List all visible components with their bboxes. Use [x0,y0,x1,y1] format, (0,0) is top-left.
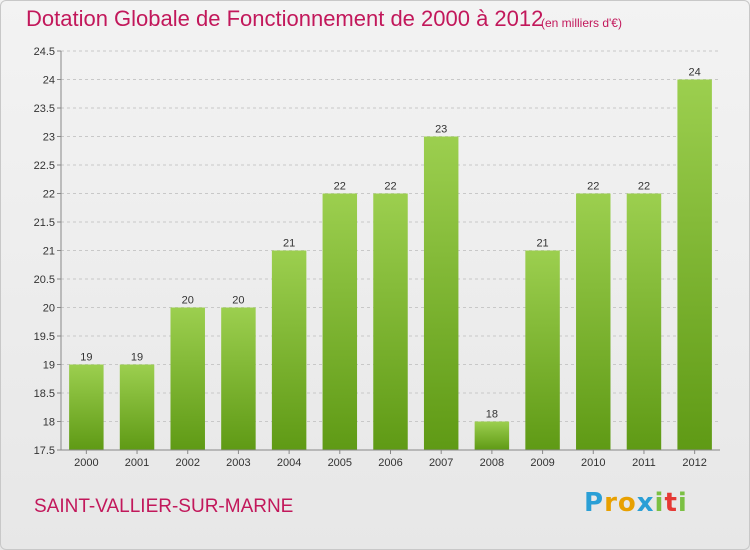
bar [271,250,307,450]
data-label: 20 [182,295,194,307]
data-label: 20 [232,295,244,307]
bar [677,79,712,450]
x-tick-label: 2002 [175,457,199,469]
chart-title: Dotation Globale de Fonctionnement de 20… [26,6,544,31]
bar [423,136,459,450]
y-tick-label: 22.5 [34,160,55,172]
bars [69,79,712,450]
x-tick-label: 2006 [378,457,402,469]
data-label: 24 [689,67,701,79]
bar [474,421,510,450]
data-label: 22 [638,181,650,193]
x-tick-label: 2003 [226,457,250,469]
data-label: 22 [334,181,346,193]
data-label: 19 [131,352,143,364]
data-label: 21 [283,238,295,250]
commune-name: SAINT-VALLIER-SUR-MARNE [34,496,294,517]
labels: 17.5 18 18.5 19 19.5 20 20.5 21 21.5 22 22.5 23 23.5… [34,46,707,469]
bar [576,193,611,450]
bar [626,193,662,450]
data-label: 19 [80,352,92,364]
y-tick-label: 17.5 [34,445,55,457]
y-tick-label: 18 [43,417,55,429]
y-tick-label: 21 [43,246,55,258]
axes [57,50,720,454]
y-tick-label: 23 [43,132,55,144]
x-tick-label: 2010 [581,457,605,469]
y-tick-label: 21.5 [34,217,55,229]
y-tick-label: 18.5 [34,388,55,400]
bar [322,193,358,450]
chart-subtitle: (en milliers d'€) [541,16,622,30]
data-label: 22 [587,181,599,193]
data-label: 18 [486,409,498,421]
y-tick-label: 19.5 [34,331,55,343]
y-tick-label: 24.5 [34,46,55,58]
bar [119,364,155,450]
bar [69,364,104,450]
x-tick-label: 2008 [480,457,504,469]
x-tick-label: 2004 [277,457,301,469]
y-tick-label: 22 [43,189,55,201]
y-tick-label: 19 [43,360,55,372]
x-tick-label: 2009 [530,457,554,469]
x-tick-label: 2005 [328,457,352,469]
bar [373,193,408,450]
bar [170,307,205,450]
proxiti-logo[interactable]: Proxiti [584,488,688,518]
x-tick-label: 2012 [682,457,706,469]
bar [221,307,256,450]
y-tick-label: 24 [43,75,55,87]
y-tick-label: 20 [43,303,55,315]
x-tick-label: 2000 [74,457,98,469]
bar [525,250,560,450]
data-label: 21 [536,238,548,250]
data-label: 22 [384,181,396,193]
x-tick-label: 2007 [429,457,453,469]
y-tick-label: 20.5 [34,274,55,286]
x-tick-label: 2011 [632,457,656,469]
data-label: 23 [435,124,447,136]
y-tick-label: 23.5 [34,103,55,115]
x-tick-label: 2001 [125,457,149,469]
